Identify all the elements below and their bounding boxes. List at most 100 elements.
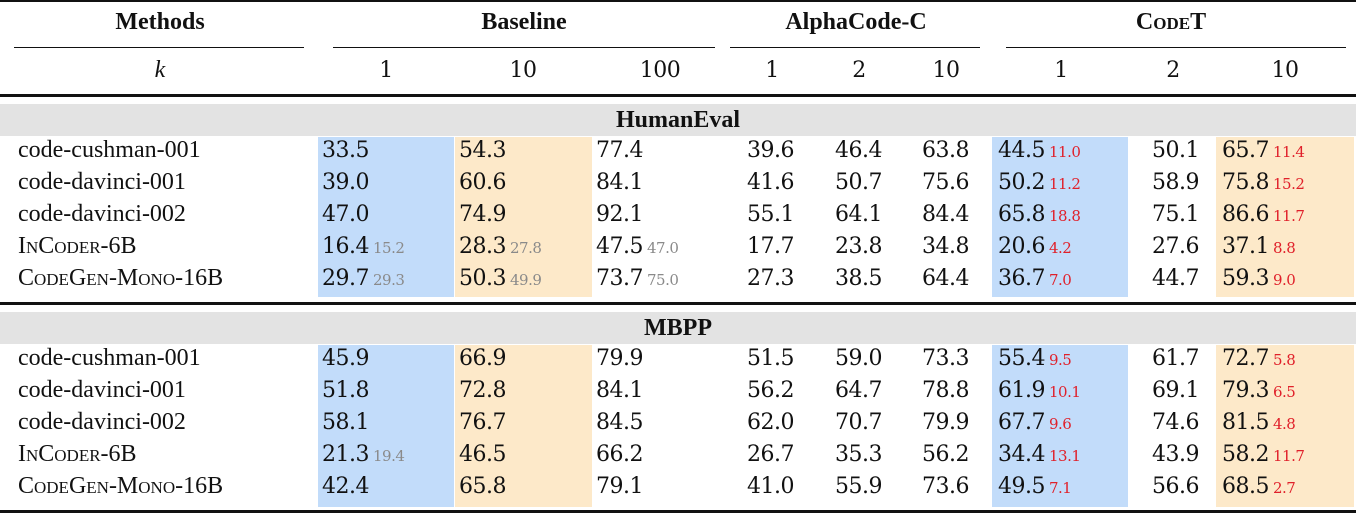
- cell-value: 61.9: [998, 378, 1045, 403]
- improvement-delta: 11.2: [1048, 175, 1081, 193]
- cell-value: 56.2: [922, 442, 969, 467]
- cell-value: 47.0: [322, 202, 369, 227]
- table-cell: 74.9: [459, 201, 506, 229]
- cell-value: 65.7: [1222, 138, 1269, 163]
- table-cell: 41.0: [747, 473, 794, 501]
- improvement-delta: 10.1: [1048, 383, 1081, 401]
- cell-value: 58.2: [1222, 442, 1269, 467]
- table-cell: 56.2: [747, 377, 794, 405]
- table-cell: 33.5: [322, 137, 369, 165]
- table-cell: 55.9: [835, 473, 882, 501]
- cell-value: 50.7: [835, 170, 882, 195]
- cell-value: 46.5: [459, 442, 506, 467]
- improvement-delta: 4.8: [1272, 415, 1296, 433]
- table-cell: 59.3 9.0: [1222, 265, 1296, 294]
- table-cell: 72.8: [459, 377, 506, 405]
- table-cell: 70.7: [835, 409, 882, 437]
- table-cell: 79.1: [596, 473, 643, 501]
- highlight-baseline-k10-humaneval: [455, 137, 592, 297]
- table-cell: 92.1: [596, 201, 643, 229]
- cell-value: 36.7: [998, 266, 1045, 291]
- cell-value: 81.5: [1222, 410, 1269, 435]
- cell-value: 41.0: [747, 474, 794, 499]
- cell-value: 84.5: [596, 410, 643, 435]
- cell-value: 28.3: [459, 234, 506, 259]
- highlight-codet-k10-humaneval: [1216, 137, 1354, 297]
- cell-value: 75.8: [1222, 170, 1269, 195]
- reported-reference-value: 75.0: [646, 271, 679, 289]
- header-k-value: 100: [639, 58, 681, 83]
- table-cell: 62.0: [747, 409, 794, 437]
- table-cell: 58.2 11.7: [1222, 441, 1305, 470]
- table-cell: 38.5: [835, 265, 882, 293]
- table-cell: 61.9 10.1: [998, 377, 1081, 406]
- table-cell: 81.5 4.8: [1222, 409, 1296, 438]
- cell-value: 79.9: [596, 346, 643, 371]
- reported-reference-value: 15.2: [372, 239, 405, 257]
- table-cell: 76.7: [459, 409, 506, 437]
- table-cell: 49.5 7.1: [998, 473, 1072, 502]
- table-cell: 75.1: [1152, 201, 1199, 229]
- table-cell: 39.6: [747, 137, 794, 165]
- cell-value: 55.4: [998, 346, 1045, 371]
- section-band-mbpp: [0, 312, 1356, 344]
- table-cell: 44.7: [1152, 265, 1199, 293]
- table-cell: 78.8: [922, 377, 969, 405]
- table-cell: 23.8: [835, 233, 882, 261]
- table-cell: 84.4: [922, 201, 969, 229]
- row-model-name: CodeGen-Mono-16B: [18, 473, 224, 499]
- reported-reference-value: 49.9: [509, 271, 542, 289]
- highlight-codet-k1-humaneval: [992, 137, 1128, 297]
- cell-value: 35.3: [835, 442, 882, 467]
- cell-value: 49.5: [998, 474, 1045, 499]
- table-cell: 21.3 19.4: [322, 441, 405, 470]
- table-cell: 65.7 11.4: [1222, 137, 1305, 166]
- cmidrule-methods: [14, 47, 304, 48]
- cell-value: 33.5: [322, 138, 369, 163]
- cell-value: 62.0: [747, 410, 794, 435]
- table-cell: 50.3 49.9: [459, 265, 542, 294]
- row-model-name: code-cushman-001: [18, 345, 201, 371]
- improvement-delta: 9.5: [1048, 351, 1072, 369]
- table-cell: 34.8: [922, 233, 969, 261]
- cell-value: 86.6: [1222, 202, 1269, 227]
- header-k-value: 2: [852, 58, 866, 83]
- cell-value: 41.6: [747, 170, 794, 195]
- table-cell: 28.3 27.8: [459, 233, 542, 262]
- cell-value: 67.7: [998, 410, 1045, 435]
- cell-value: 69.1: [1152, 378, 1199, 403]
- table-cell: 34.4 13.1: [998, 441, 1081, 470]
- cell-value: 58.9: [1152, 170, 1199, 195]
- table-cell: 36.7 7.0: [998, 265, 1072, 294]
- table-cell: 61.7: [1152, 345, 1199, 373]
- table-cell: 64.1: [835, 201, 882, 229]
- cell-value: 78.8: [922, 378, 969, 403]
- header-group-baseline: Baseline: [481, 9, 567, 35]
- cell-value: 44.7: [1152, 266, 1199, 291]
- reported-reference-value: 19.4: [372, 447, 405, 465]
- table-cell: 79.3 6.5: [1222, 377, 1296, 406]
- header-k-value: 1: [765, 58, 779, 83]
- table-cell: 58.9: [1152, 169, 1199, 197]
- cell-value: 72.7: [1222, 346, 1269, 371]
- cell-value: 27.3: [747, 266, 794, 291]
- improvement-delta: 15.2: [1272, 175, 1305, 193]
- highlight-baseline-k1-humaneval: [318, 137, 454, 297]
- header-group-alphacode-c: AlphaCode-C: [785, 9, 927, 35]
- row-model-name: CodeGen-Mono-16B: [18, 265, 224, 291]
- cell-value: 44.5: [998, 138, 1045, 163]
- table-cell: 27.3: [747, 265, 794, 293]
- table-cell: 17.7: [747, 233, 794, 261]
- improvement-delta: 9.6: [1048, 415, 1072, 433]
- improvement-delta: 11.0: [1048, 143, 1081, 161]
- table-cell: 56.2: [922, 441, 969, 469]
- row-model-name: InCoder-6B: [18, 441, 137, 467]
- table-cell: 73.7 75.0: [596, 265, 679, 294]
- table-cell: 86.6 11.7: [1222, 201, 1305, 230]
- reported-reference-value: 29.3: [372, 271, 405, 289]
- cell-value: 54.3: [459, 138, 506, 163]
- top-rule: [0, 0, 1356, 2]
- table-cell: 50.1: [1152, 137, 1199, 165]
- header-k-value: 2: [1166, 58, 1180, 83]
- cell-value: 84.1: [596, 378, 643, 403]
